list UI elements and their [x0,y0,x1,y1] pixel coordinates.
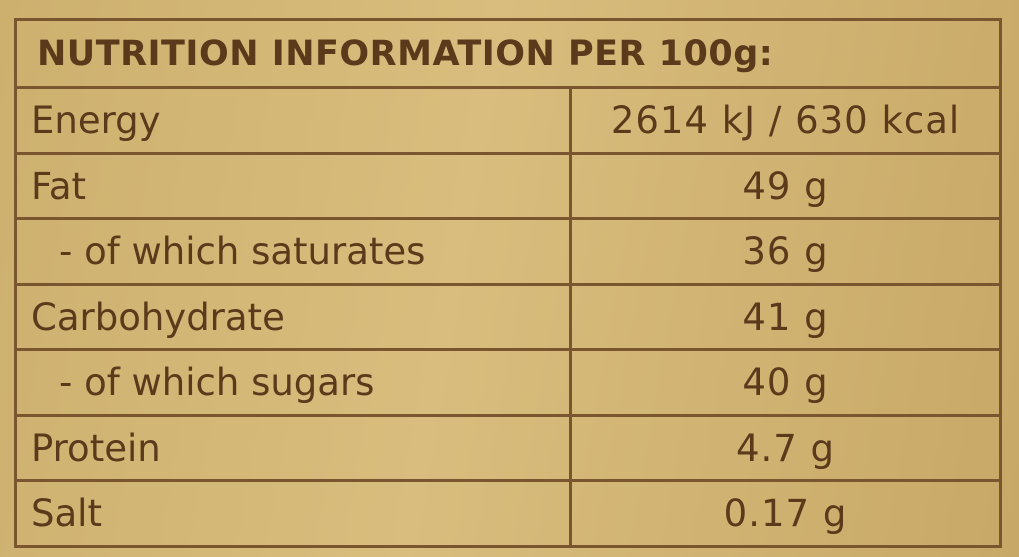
nutrient-label: Fat [17,154,572,217]
table-row: Carbohydrate 41 g [17,285,999,351]
table-row: Fat 49 g [17,154,999,220]
table-row: Protein 4.7 g [17,416,999,482]
table-title: NUTRITION INFORMATION PER 100g: [17,21,999,89]
table-row: Salt 0.17 g [17,482,999,548]
nutrient-label: - of which sugars [17,351,572,414]
nutrient-label: Salt [17,482,572,548]
table-row: - of which sugars 40 g [17,351,999,417]
nutrient-value: 49 g [742,164,829,208]
nutrient-label: Protein [17,416,572,479]
nutrition-table: NUTRITION INFORMATION PER 100g: Energy 26… [14,18,1002,548]
table-row: - of which saturates 36 g [17,220,999,286]
nutrient-label: Energy [17,89,572,152]
nutrient-label: Carbohydrate [17,285,572,348]
table-row: Energy 2614 kJ / 630 kcal [17,89,999,155]
nutrient-value: 2614 kJ / 630 kcal [610,99,961,142]
nutrient-value: 4.7 g [735,426,836,470]
nutrient-label: - of which saturates [17,220,572,283]
nutrient-value: 36 g [742,230,829,273]
nutrient-value: 0.17 g [723,492,848,535]
table-body: Energy 2614 kJ / 630 kcal Fat 49 g - of whic… [17,89,999,548]
nutrient-value: 40 g [742,361,829,404]
nutrient-value: 41 g [742,295,829,339]
